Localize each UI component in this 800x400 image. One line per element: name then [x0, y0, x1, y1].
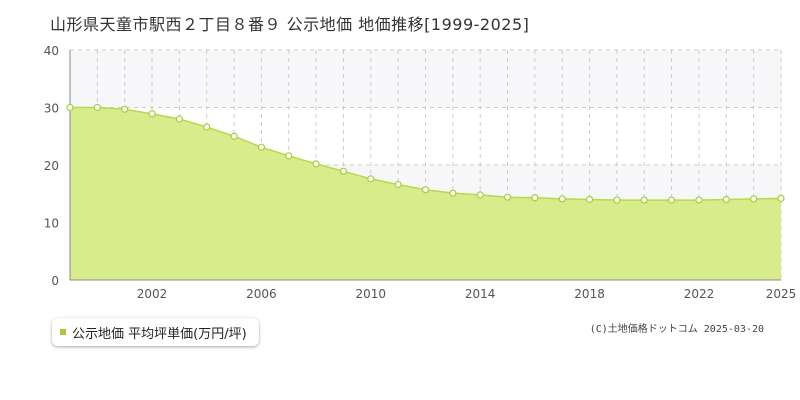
- data-point: [230, 132, 238, 140]
- legend-swatch: [60, 329, 66, 335]
- copyright-text: (C)土地価格ドットコム 2025-03-20: [589, 324, 764, 335]
- data-point: [93, 103, 101, 112]
- data-point: [449, 189, 457, 197]
- data-point: [367, 175, 375, 183]
- y-tick-label: 20: [44, 159, 59, 173]
- y-tick-label: 10: [44, 217, 59, 231]
- data-point: [121, 105, 129, 113]
- data-point: [257, 143, 266, 151]
- data-point: [66, 103, 74, 112]
- data-point: [722, 195, 730, 204]
- x-tick-label: 2006: [246, 287, 277, 301]
- data-point: [312, 160, 320, 168]
- data-point: [285, 152, 293, 160]
- data-point: [613, 196, 621, 204]
- data-point: [175, 115, 183, 123]
- data-point: [558, 195, 566, 203]
- data-point: [339, 167, 348, 175]
- price-area: [70, 107, 781, 280]
- x-tick-label: 2022: [684, 287, 715, 301]
- x-tick-label: 2018: [574, 287, 605, 301]
- x-tick-label: 2010: [356, 287, 387, 301]
- data-point: [394, 180, 402, 189]
- data-point: [750, 195, 758, 203]
- x-tick-label: 2002: [137, 287, 168, 301]
- data-point: [503, 193, 512, 201]
- data-point: [777, 194, 785, 202]
- y-tick-label: 30: [44, 102, 59, 116]
- data-point: [640, 196, 648, 204]
- data-point: [695, 196, 703, 204]
- legend-label: 公示地価 平均坪単価(万円/坪): [72, 326, 247, 342]
- x-tick-label: 2014: [465, 287, 496, 301]
- data-point: [585, 195, 594, 204]
- data-point: [531, 194, 539, 202]
- chart-title: 山形県天童市駅西２丁目８番９ 公示地価 地価推移[1999-2025]: [50, 15, 530, 34]
- data-point: [421, 186, 430, 194]
- data-point: [203, 123, 211, 131]
- legend: 公示地価 平均坪単価(万円/坪): [52, 318, 259, 346]
- data-point: [668, 196, 676, 204]
- y-tick-label: 0: [51, 274, 59, 288]
- y-tick-label: 40: [44, 44, 59, 58]
- data-point: [148, 110, 156, 118]
- data-point: [476, 191, 484, 199]
- x-tick-label: 2025: [766, 287, 797, 301]
